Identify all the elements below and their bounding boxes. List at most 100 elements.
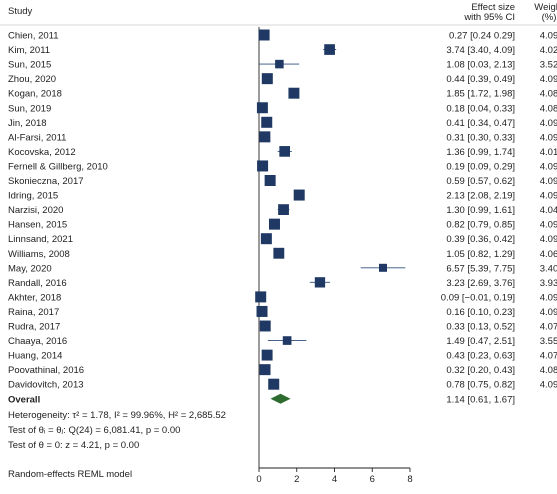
overall-label: Overall <box>8 394 40 405</box>
study-name: Davidovitch, 2013 <box>8 380 84 391</box>
effect-size-ci: 1.05 [0.82, 1.29] <box>446 249 515 260</box>
table-row: Zhou, 2020 0.44 [0.39, 0.49] 4.09 <box>8 73 557 85</box>
effect-size-ci: 0.33 [0.13, 0.52] <box>446 322 515 333</box>
weight-value: 4.07 <box>540 322 557 333</box>
effect-marker <box>261 349 273 361</box>
x-axis: 0 2 4 6 8 <box>256 468 413 485</box>
effect-size-ci: 6.57 [5.39, 7.75] <box>446 263 515 274</box>
effect-marker <box>255 291 267 303</box>
table-row: Raina, 2017 0.16 [0.10, 0.23] 4.09 <box>8 305 557 318</box>
table-row: Linnsand, 2021 0.39 [0.36, 0.42] 4.09 <box>8 233 557 245</box>
effect-marker <box>268 218 280 230</box>
study-name: Chien, 2011 <box>8 31 59 42</box>
weight-value: 4.09 <box>540 161 557 172</box>
effect-size-header-line1: Effect size <box>471 2 515 13</box>
effect-marker <box>293 189 305 201</box>
effect-marker <box>261 116 273 128</box>
overall-row: Overall 1.14 [0.61, 1.67] <box>8 393 515 405</box>
effect-size-ci: 0.43 [0.23, 0.63] <box>446 351 515 362</box>
table-row: Fernell & Gillberg, 2010 0.19 [0.09, 0.29… <box>8 160 557 172</box>
study-name: Randall, 2016 <box>8 278 67 289</box>
weight-value: 4.09 <box>540 132 557 143</box>
table-row: Hansen, 2015 0.82 [0.79, 0.85] 4.09 <box>8 218 557 231</box>
effect-marker <box>259 131 271 143</box>
x-tick-label: 0 <box>256 474 261 485</box>
effect-size-ci: 2.13 [2.08, 2.19] <box>446 191 515 202</box>
weight-value: 3.93 <box>540 278 557 289</box>
x-tick-label: 8 <box>407 474 412 485</box>
weight-value: 3.40 <box>540 263 557 274</box>
weight-value: 4.09 <box>540 176 557 187</box>
study-name: Akhter, 2018 <box>8 292 61 303</box>
study-name: Hansen, 2015 <box>8 220 67 231</box>
weight-value: 4.09 <box>540 191 557 202</box>
effect-marker <box>279 146 290 157</box>
weight-value: 4.09 <box>540 118 557 129</box>
study-name: Kogan, 2018 <box>8 89 62 100</box>
study-name: Raina, 2017 <box>8 307 59 318</box>
study-name: Linnsand, 2021 <box>8 234 73 245</box>
effect-size-header-line2: with 95% CI <box>463 12 515 23</box>
effect-size-ci: 3.23 [2.69, 3.76] <box>446 278 515 289</box>
effect-marker <box>268 378 280 390</box>
table-row: Sun, 2019 0.18 [0.04, 0.33] 4.08 <box>8 102 557 114</box>
effect-marker <box>324 44 335 55</box>
weight-value: 4.09 <box>540 31 557 42</box>
study-name: Fernell & Gillberg, 2010 <box>8 161 108 172</box>
test-theta-text: Test of θ = 0: z = 4.21, p = 0.00 <box>8 440 139 451</box>
effect-marker <box>259 364 271 376</box>
effect-size-ci: 3.74 [3.40, 4.09] <box>446 45 515 56</box>
table-row: Randall, 2016 3.23 [2.69, 3.76] 3.93 <box>8 277 557 289</box>
model-note: Random-effects REML model <box>8 469 132 480</box>
table-row: Davidovitch, 2013 0.78 [0.75, 0.82] 4.09 <box>8 378 557 391</box>
table-row: Sun, 2015 1.08 [0.03, 2.13] 3.52 <box>8 60 557 71</box>
x-tick-label: 2 <box>294 474 299 485</box>
study-name: Al-Farsi, 2011 <box>8 132 66 143</box>
effect-size-ci: 0.39 [0.36, 0.42] <box>446 234 515 245</box>
weight-value: 4.08 <box>540 365 557 376</box>
study-name: Kocovska, 2012 <box>8 147 76 158</box>
effect-marker <box>264 175 276 186</box>
test-theta-i-text: Test of θᵢ = θⱼ: Q(24) = 6,081.41, p = 0… <box>8 425 180 436</box>
effect-size-ci: 1.30 [0.99, 1.61] <box>446 205 515 216</box>
table-row: Jin, 2018 0.41 [0.34, 0.47] 4.09 <box>8 116 557 129</box>
weight-value: 3.52 <box>540 60 557 71</box>
effect-marker <box>282 336 292 345</box>
effect-marker <box>256 305 268 317</box>
table-row: Poovathinal, 2016 0.32 [0.20, 0.43] 4.08 <box>8 364 557 376</box>
weight-value: 4.06 <box>540 249 557 260</box>
study-name: Sun, 2019 <box>8 103 51 114</box>
effect-size-ci: 1.49 [0.47, 2.51] <box>446 336 515 347</box>
effect-size-ci: 0.32 [0.20, 0.43] <box>446 365 515 376</box>
overall-diamond <box>270 393 291 404</box>
effect-size-ci: 0.16 [0.10, 0.23] <box>446 307 515 318</box>
effect-size-ci: 0.27 [0.24 0.29] <box>449 31 515 42</box>
table-row: Williams, 2008 1.05 [0.82, 1.29] 4.06 <box>8 247 557 260</box>
study-name: Chaaya, 2016 <box>8 336 67 347</box>
effect-marker <box>314 277 326 288</box>
weight-header-line2: (%) <box>542 12 557 23</box>
effect-size-ci: 0.41 [0.34, 0.47] <box>446 118 515 129</box>
effect-marker <box>275 59 284 69</box>
effect-marker <box>256 102 268 114</box>
table-row: Rudra, 2017 0.33 [0.13, 0.52] 4.07 <box>8 320 557 333</box>
effect-marker <box>273 247 285 259</box>
effect-size-ci: 1.36 [0.99, 1.74] <box>446 147 515 158</box>
weight-value: 4.08 <box>540 89 557 100</box>
effect-marker <box>379 263 388 272</box>
effect-size-ci: 0.78 [0.75, 0.82] <box>446 380 515 391</box>
study-name: Narzisi, 2020 <box>8 205 63 216</box>
table-row: Chien, 2011 0.27 [0.24 0.29] 4.09 <box>8 29 557 42</box>
study-name: Sun, 2015 <box>8 60 51 71</box>
effect-size-ci: 0.82 [0.79, 0.85] <box>446 220 515 231</box>
weight-value: 4.09 <box>540 292 557 303</box>
study-name: Huang, 2014 <box>8 351 62 362</box>
study-rows: Chien, 2011 0.27 [0.24 0.29] 4.09 Kim, 2011… <box>8 29 557 391</box>
study-header: Study <box>8 6 33 17</box>
weight-value: 4.04 <box>540 205 557 216</box>
table-row: Al-Farsi, 2011 0.31 [0.30, 0.33] 4.09 <box>8 131 557 143</box>
table-row: Kogan, 2018 1.85 [1.72, 1.98] 4.08 <box>8 87 557 100</box>
study-name: May, 2020 <box>8 263 52 274</box>
effect-size-ci: 0.31 [0.30, 0.33] <box>446 132 515 143</box>
